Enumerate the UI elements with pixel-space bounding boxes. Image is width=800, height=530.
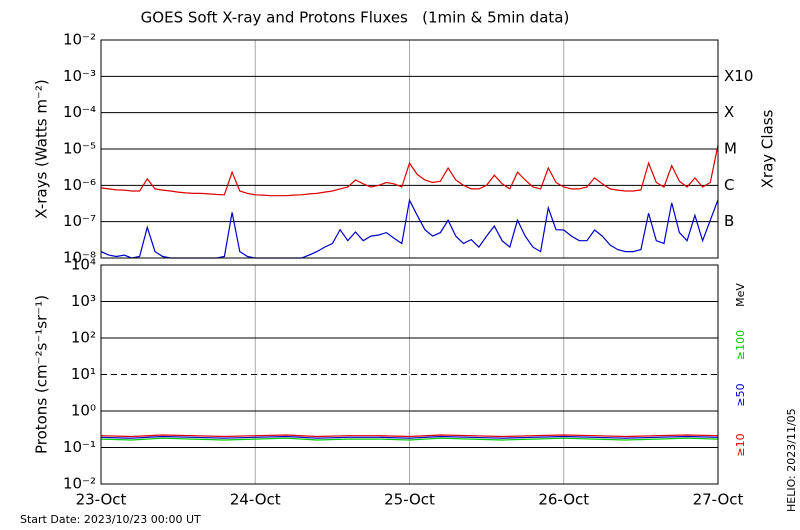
right-axis-label: Xray Class	[759, 109, 777, 188]
legend-entry: ≥100	[734, 330, 747, 360]
x-tick-label: 25-Oct	[384, 491, 435, 509]
y-tick-label: 10³	[71, 292, 96, 310]
start-date: Start Date: 2023/10/23 00:00 UT	[20, 513, 201, 526]
series-line	[100, 435, 719, 439]
y-axis-label: X-rays (Watts m⁻²)	[33, 79, 51, 218]
x-tick-label: 27-Oct	[693, 491, 744, 509]
x-tick-label: 23-Oct	[76, 491, 127, 509]
legend-entry: ≥10	[734, 433, 747, 456]
x-tick-label: 24-Oct	[230, 491, 281, 509]
class-label: X	[724, 103, 734, 121]
y-tick-label: 10⁻²	[63, 31, 96, 49]
y-tick-label: 10²	[71, 329, 96, 347]
y-tick-label: 10⁰	[71, 402, 96, 420]
y-tick-label: 10⁻⁶	[63, 176, 96, 194]
class-label: C	[724, 176, 734, 194]
plot-frame	[100, 39, 719, 259]
y-tick-label: 10⁻⁴	[63, 103, 96, 121]
y-tick-label: 10⁻²	[63, 475, 96, 493]
class-label: B	[724, 212, 734, 230]
legend-title: MeV	[734, 283, 747, 307]
y-tick-label: 10⁻⁸	[63, 249, 96, 267]
plot-frame	[100, 264, 719, 485]
x-tick-label: 26-Oct	[538, 491, 589, 509]
y-tick-label: 10⁻⁷	[63, 212, 96, 230]
y-tick-label: 10¹	[71, 365, 96, 383]
y-tick-label: 10⁻¹	[63, 438, 96, 456]
series-line	[100, 437, 719, 441]
legend-entry: ≥50	[734, 383, 747, 406]
y-tick-label: 10⁻³	[63, 67, 96, 85]
credit: HELIO: 2023/11/05	[785, 408, 798, 512]
series-line	[100, 144, 719, 197]
y-axis-label: Protons (cm⁻²s⁻¹sr⁻¹)	[33, 295, 51, 454]
y-tick-label: 10⁻⁵	[63, 140, 96, 158]
class-label: M	[724, 140, 737, 158]
chart-title: GOES Soft X-ray and Protons Fluxes (1min…	[141, 9, 570, 27]
series-line	[100, 434, 719, 438]
y-tick-label: 10⁴	[71, 256, 96, 274]
class-label: X10	[724, 67, 753, 85]
